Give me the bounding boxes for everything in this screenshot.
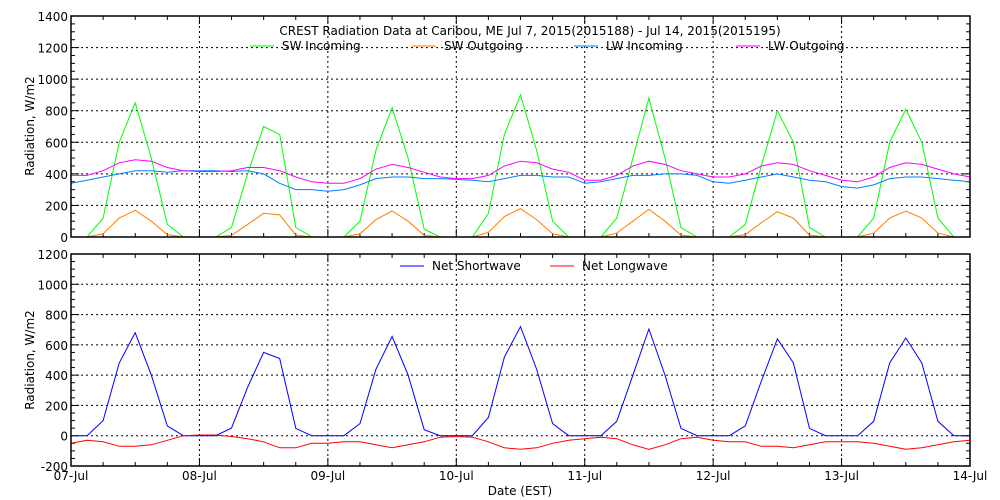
- series-line-sw-incoming: [71, 93, 970, 238]
- x-axis-label: Date (EST): [488, 484, 552, 498]
- series-line-sw-outgoing: [71, 208, 970, 238]
- x-tick-label: 11-Jul: [567, 469, 602, 483]
- bottom-y-tick-label: 600: [45, 339, 68, 353]
- legend-label: LW Incoming: [606, 39, 683, 53]
- bottom-plot-frame: [70, 253, 971, 467]
- series-line-net-longwave: [70, 434, 971, 450]
- legend-label: Net Longwave: [582, 259, 668, 273]
- top-y-axis-label: Radiation, W/m2: [23, 76, 37, 176]
- legend-label: SW Outgoing: [444, 39, 523, 53]
- x-tick-label: 08-Jul: [182, 469, 217, 483]
- top-y-tick-label: 200: [45, 199, 68, 213]
- bottom-y-tick-label: -200: [41, 460, 68, 474]
- top-y-tick-label: 1400: [37, 10, 68, 24]
- legend-label: Net Shortwave: [432, 259, 521, 273]
- top-plot-frame: [70, 15, 971, 238]
- top-y-tick-label: 1200: [37, 42, 68, 56]
- x-tick-label: 14-Jul: [953, 469, 988, 483]
- bottom-y-tick-label: 400: [45, 369, 68, 383]
- x-tick-label: 10-Jul: [439, 469, 474, 483]
- legend-label: LW Outgoing: [768, 39, 845, 53]
- series-line-lw-incoming: [70, 170, 971, 192]
- bottom-y-tick-label: 1200: [37, 248, 68, 262]
- top-y-tick-label: 800: [45, 105, 68, 119]
- series-line-net-shortwave: [71, 325, 970, 437]
- bottom-y-tick-label: 200: [45, 399, 68, 413]
- top-y-tick-label: 0: [60, 231, 68, 245]
- chart-title: CREST Radiation Data at Caribou, ME Jul …: [279, 24, 780, 38]
- top-y-tick-label: 1000: [37, 73, 68, 87]
- bottom-y-tick-label: 800: [45, 309, 68, 323]
- x-tick-label: 12-Jul: [696, 469, 731, 483]
- legend-label: SW Incoming: [282, 39, 361, 53]
- top-y-tick-label: 400: [45, 168, 68, 182]
- x-tick-label: 07-Jul: [54, 469, 89, 483]
- series-line-lw-outgoing: [71, 159, 971, 184]
- top-y-tick-label: 600: [45, 136, 68, 150]
- x-tick-label: 09-Jul: [310, 469, 345, 483]
- bottom-y-axis-label: Radiation, W/m2: [23, 310, 37, 410]
- bottom-y-tick-label: 1000: [37, 278, 68, 292]
- x-tick-label: 13-Jul: [824, 469, 859, 483]
- bottom-y-tick-label: 0: [60, 430, 68, 444]
